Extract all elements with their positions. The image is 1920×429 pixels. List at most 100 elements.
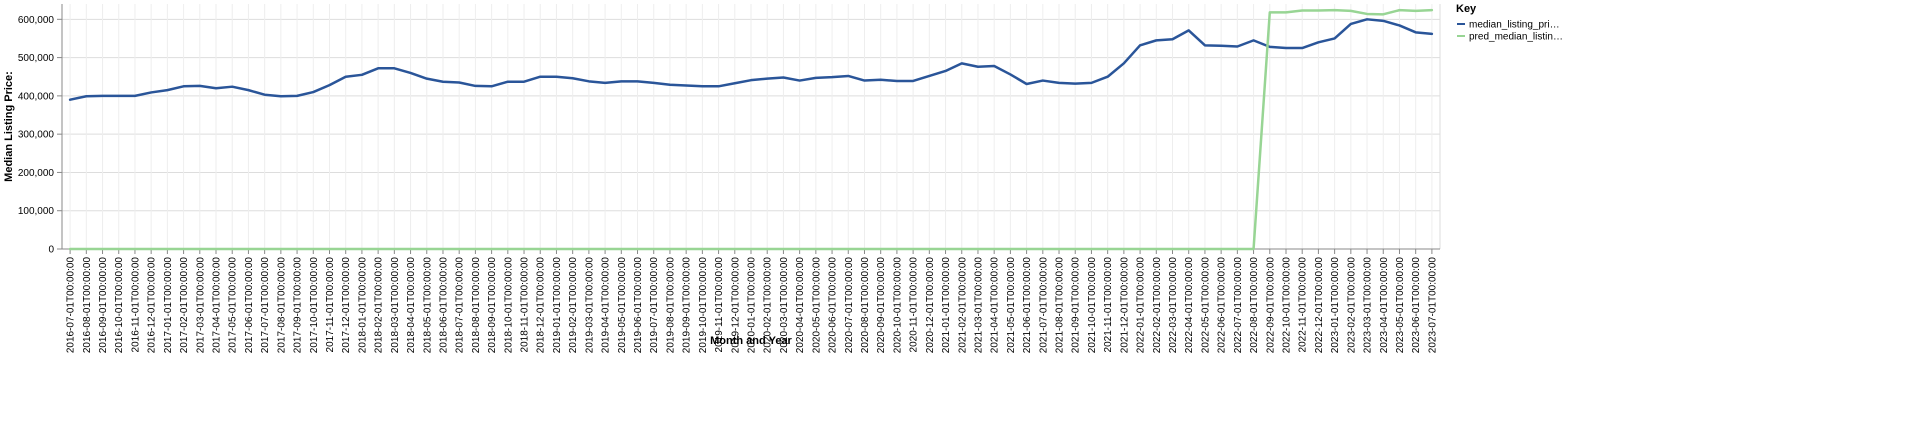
x-tick-label: 2023-02-01T00:00:00 — [1346, 257, 1357, 354]
x-tick-label: 2019-04-01T00:00:00 — [601, 257, 612, 354]
x-tick-label: 2017-06-01T00:00:00 — [244, 257, 255, 354]
legend: Key median_listing_pri…pred_median_listi… — [1456, 3, 1563, 43]
x-tick-label: 2022-09-01T00:00:00 — [1265, 257, 1276, 354]
x-tick-label: 2016-12-01T00:00:00 — [147, 257, 158, 354]
x-tick-label: 2021-08-01T00:00:00 — [1055, 257, 1066, 354]
x-tick-label: 2022-02-01T00:00:00 — [1152, 257, 1163, 354]
y-tick-label: 600,000 — [18, 15, 55, 26]
x-tick-label: 2020-08-01T00:00:00 — [860, 257, 871, 354]
x-tick-label: 2018-07-01T00:00:00 — [455, 257, 466, 354]
x-tick-label: 2019-10-01T00:00:00 — [698, 257, 709, 354]
x-tick-label: 2019-05-01T00:00:00 — [617, 257, 628, 354]
x-tick-label: 2023-01-01T00:00:00 — [1330, 257, 1341, 354]
x-tick-label: 2017-08-01T00:00:00 — [276, 257, 287, 354]
x-tick-label: 2019-12-01T00:00:00 — [730, 257, 741, 354]
x-tick-label: 2019-09-01T00:00:00 — [682, 257, 693, 354]
x-tick-label: 2021-02-01T00:00:00 — [957, 257, 968, 354]
x-tick-label: 2017-02-01T00:00:00 — [179, 257, 190, 354]
x-tick-label: 2022-11-01T00:00:00 — [1298, 257, 1309, 353]
x-tick-label: 2017-11-01T00:00:00 — [325, 257, 336, 353]
x-tick-label: 2020-05-01T00:00:00 — [811, 257, 822, 354]
x-tick-label: 2021-11-01T00:00:00 — [1103, 257, 1114, 353]
x-tick-label: 2018-02-01T00:00:00 — [374, 257, 385, 354]
axes: 0 100,000 200,000 300,000 400,000 500,000 600,… — [18, 4, 1440, 353]
x-tick-label: 2019-11-01T00:00:00 — [714, 257, 725, 353]
x-tick-label: 2021-03-01T00:00:00 — [973, 257, 984, 354]
x-tick-label: 2017-10-01T00:00:00 — [309, 257, 320, 354]
x-tick-label: 2019-02-01T00:00:00 — [568, 257, 579, 354]
y-tick-label: 400,000 — [18, 91, 55, 102]
x-tick-label: 2021-05-01T00:00:00 — [1006, 257, 1017, 354]
x-tick-label: 2017-09-01T00:00:00 — [293, 257, 304, 354]
x-tick-label: 2020-10-01T00:00:00 — [892, 257, 903, 354]
x-tick-label: 2022-04-01T00:00:00 — [1184, 257, 1195, 354]
x-tick-label: 2018-12-01T00:00:00 — [536, 257, 547, 354]
x-tick-label: 2016-10-01T00:00:00 — [114, 257, 125, 354]
x-tick-label: 2018-11-01T00:00:00 — [520, 257, 531, 353]
x-tick-label: 2020-07-01T00:00:00 — [844, 257, 855, 354]
x-tick-label: 2020-12-01T00:00:00 — [925, 257, 936, 354]
x-tick-label: 2022-12-01T00:00:00 — [1314, 257, 1325, 354]
x-tick-label: 2016-07-01T00:00:00 — [66, 257, 77, 354]
legend-label: median_listing_pri… — [1469, 20, 1560, 31]
x-tick-label: 2016-09-01T00:00:00 — [98, 257, 109, 354]
x-tick-label: 2021-12-01T00:00:00 — [1119, 257, 1130, 354]
x-tick-label: 2021-07-01T00:00:00 — [1038, 257, 1049, 354]
gridlines — [62, 4, 1441, 250]
x-tick-label: 2018-05-01T00:00:00 — [422, 257, 433, 354]
series-lines — [68, 8, 1434, 251]
x-tick-label: 2020-01-01T00:00:00 — [747, 257, 758, 354]
x-tick-label: 2023-04-01T00:00:00 — [1379, 257, 1390, 354]
legend-items: median_listing_pri…pred_median_listin… — [1457, 20, 1563, 43]
y-tick-label: 100,000 — [18, 206, 55, 217]
x-tick-label: 2018-10-01T00:00:00 — [503, 257, 514, 354]
x-tick-label: 2019-07-01T00:00:00 — [649, 257, 660, 354]
x-tick-label: 2020-03-01T00:00:00 — [779, 257, 790, 354]
x-tick-label: 2020-11-01T00:00:00 — [909, 257, 920, 353]
y-axis-title: Median Listing Price: — [3, 71, 15, 182]
x-tick-label: 2021-01-01T00:00:00 — [941, 257, 952, 354]
x-tick-label: 2017-05-01T00:00:00 — [228, 257, 239, 354]
x-tick-label: 2023-05-01T00:00:00 — [1395, 257, 1406, 354]
x-tick-label: 2019-03-01T00:00:00 — [584, 257, 595, 354]
x-tick-label: 2023-03-01T00:00:00 — [1363, 257, 1374, 354]
x-tick-label: 2017-03-01T00:00:00 — [195, 257, 206, 354]
x-tick-label: 2018-03-01T00:00:00 — [390, 257, 401, 354]
x-tick-label: 2020-06-01T00:00:00 — [828, 257, 839, 354]
x-tick-label: 2020-02-01T00:00:00 — [763, 257, 774, 354]
x-tick-label: 2017-01-01T00:00:00 — [163, 257, 174, 354]
x-tick-label: 2018-04-01T00:00:00 — [406, 257, 417, 354]
x-tick-label: 2020-04-01T00:00:00 — [795, 257, 806, 354]
x-tick-label: 2019-06-01T00:00:00 — [633, 257, 644, 354]
series-line-1 — [68, 18, 1434, 101]
legend-label: pred_median_listin… — [1469, 32, 1563, 43]
x-tick-label: 2020-09-01T00:00:00 — [876, 257, 887, 354]
x-tick-label: 2016-08-01T00:00:00 — [82, 257, 93, 354]
y-tick-label: 500,000 — [18, 53, 55, 64]
x-tick-label: 2022-07-01T00:00:00 — [1233, 257, 1244, 354]
y-tick-label: 200,000 — [18, 168, 55, 179]
y-tick-label: 300,000 — [18, 130, 55, 141]
x-tick-label: 2017-07-01T00:00:00 — [260, 257, 271, 354]
x-tick-label: 2022-05-01T00:00:00 — [1200, 257, 1211, 354]
x-tick-label: 2018-08-01T00:00:00 — [471, 257, 482, 354]
x-tick-label: 2018-06-01T00:00:00 — [438, 257, 449, 354]
x-tick-label: 2021-06-01T00:00:00 — [1022, 257, 1033, 354]
x-tick-label: 2022-06-01T00:00:00 — [1217, 257, 1228, 354]
x-tick-label: 2019-01-01T00:00:00 — [552, 257, 563, 354]
x-tick-label: 2018-09-01T00:00:00 — [487, 257, 498, 354]
x-tick-label: 2022-03-01T00:00:00 — [1168, 257, 1179, 354]
series-line-2 — [68, 8, 1434, 251]
y-tick-label: 0 — [48, 245, 54, 256]
x-tick-label: 2021-10-01T00:00:00 — [1087, 257, 1098, 354]
x-tick-label: 2022-01-01T00:00:00 — [1136, 257, 1147, 354]
legend-title: Key — [1456, 3, 1477, 15]
x-tick-label: 2021-09-01T00:00:00 — [1071, 257, 1082, 354]
x-tick-label: 2017-12-01T00:00:00 — [341, 257, 352, 354]
x-tick-label: 2023-06-01T00:00:00 — [1411, 257, 1422, 354]
x-tick-label: 2023-07-01T00:00:00 — [1427, 257, 1438, 354]
x-tick-label: 2022-08-01T00:00:00 — [1249, 257, 1260, 354]
x-tick-label: 2017-04-01T00:00:00 — [212, 257, 223, 354]
x-tick-label: 2018-01-01T00:00:00 — [357, 257, 368, 354]
